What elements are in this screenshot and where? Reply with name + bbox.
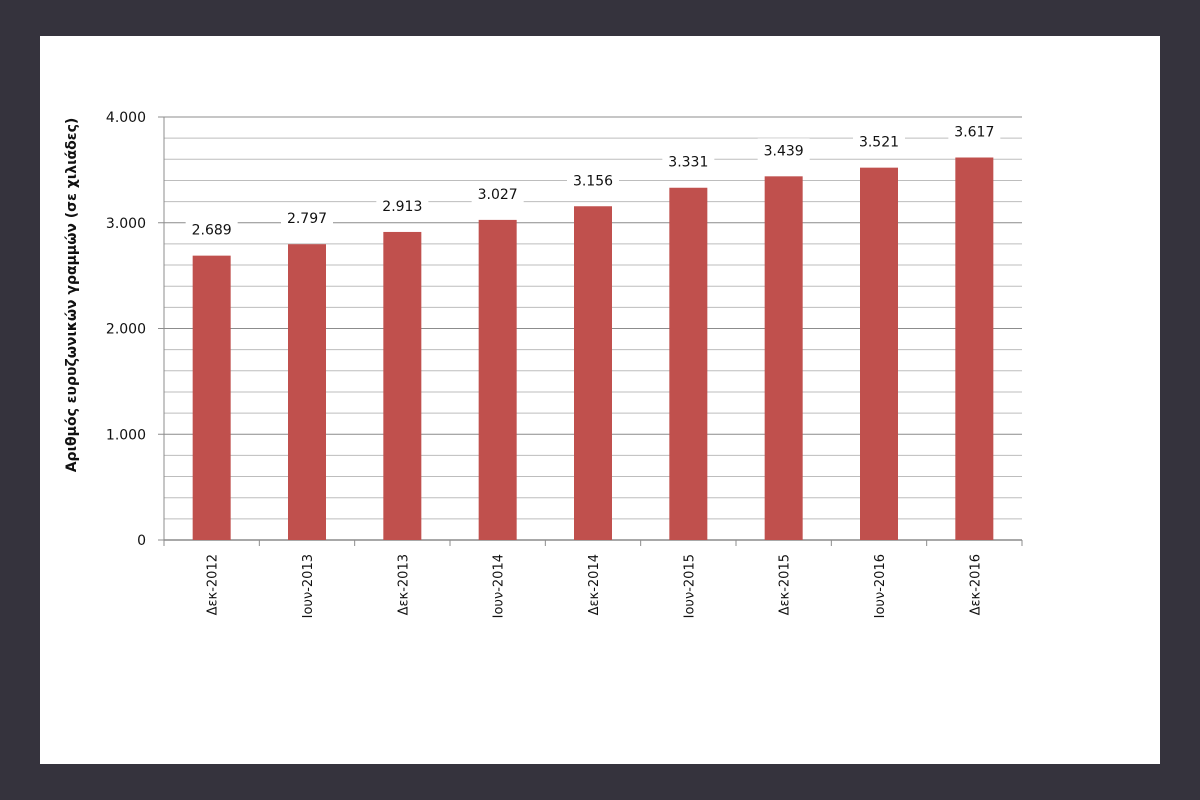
bar (192, 255, 231, 540)
x-tick-label: Δεκ-2016 (968, 554, 983, 615)
data-label-background (471, 181, 524, 204)
data-label-background (662, 149, 715, 172)
y-tick-label: 0 (137, 533, 146, 549)
x-tick-label: Ιουν-2014 (492, 554, 507, 618)
data-label: 2.689 (192, 223, 232, 239)
data-label-background (567, 168, 619, 191)
bar (478, 219, 517, 540)
y-tick-label: 3.000 (106, 216, 146, 232)
x-tick-label: Ιουν-2013 (301, 554, 316, 618)
data-label-background (948, 119, 1001, 142)
data-label: 3.027 (478, 187, 518, 203)
bar (955, 157, 994, 540)
x-tick-label: Δεκ-2015 (778, 554, 793, 615)
y-tick-label: 1.000 (106, 427, 146, 443)
bar (669, 187, 708, 540)
bar (574, 206, 612, 541)
bar (860, 167, 898, 541)
data-label: 3.521 (859, 135, 899, 151)
data-label: 3.156 (573, 173, 613, 189)
y-tick-label: 2.000 (106, 322, 146, 338)
data-label-background (185, 217, 238, 240)
x-tick-label: Δεκ-2012 (206, 554, 221, 615)
x-tick-label: Ιουν-2015 (682, 554, 697, 618)
data-label: 3.439 (764, 143, 804, 159)
data-label: 2.797 (287, 211, 327, 227)
data-label-background (281, 206, 333, 229)
data-label-background (757, 138, 810, 161)
y-tick-label: 4.000 (106, 110, 146, 126)
x-tick-label: Δεκ-2014 (587, 554, 602, 615)
data-label: 2.913 (382, 199, 422, 215)
y-axis-label: Αριθμός ευρυζωνικών γραμμών (σε χιλιάδες… (64, 117, 80, 473)
data-label-background (376, 193, 429, 216)
data-label-background (853, 129, 905, 152)
data-label: 3.617 (954, 125, 994, 141)
data-label: 3.331 (668, 155, 708, 171)
bar (764, 176, 803, 540)
bar (383, 231, 422, 540)
x-tick-label: Ιουν-2016 (873, 554, 888, 618)
bar (288, 244, 326, 540)
x-tick-label: Δεκ-2013 (396, 554, 411, 615)
